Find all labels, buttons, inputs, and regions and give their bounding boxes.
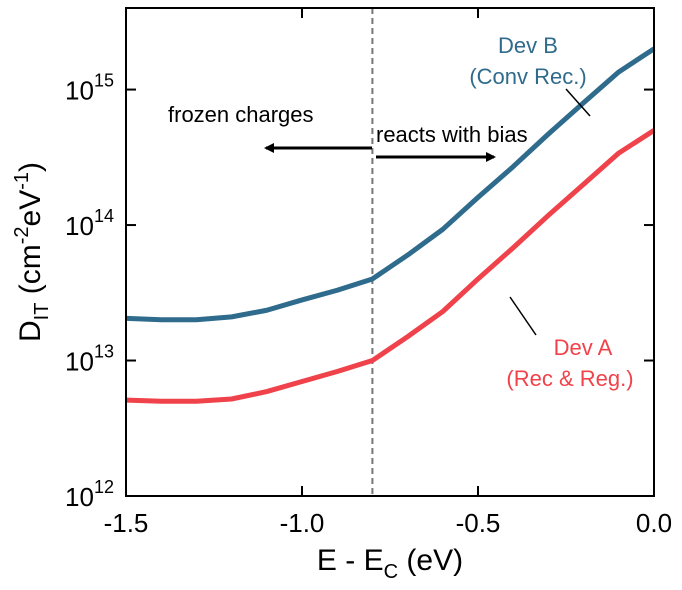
- annotation: reacts with bias: [376, 122, 528, 147]
- y-tick-exponent: 13: [94, 342, 114, 362]
- y-tick-base: 10: [65, 76, 94, 106]
- y-axis-label: DIT (cm-2eV-1): [11, 162, 53, 342]
- plot-frame: [125, 7, 655, 497]
- y-tick-label: 1013: [65, 342, 114, 377]
- x-tick-label: -1.5: [104, 508, 149, 538]
- y-tick-base: 10: [65, 482, 94, 512]
- y-tick-base: 10: [65, 211, 94, 241]
- series-line: [125, 46, 656, 323]
- x-label-sub: C: [384, 561, 398, 583]
- x-tick-label: -0.5: [456, 508, 501, 538]
- y-tick-label: 1015: [65, 71, 114, 106]
- y-tick-exponent: 15: [94, 71, 114, 91]
- y-label-part: eV: [14, 190, 47, 227]
- y-tick-label: 1014: [65, 206, 114, 241]
- y-tick-base: 10: [65, 347, 94, 377]
- y-tick-exponent: 12: [94, 477, 114, 497]
- x-label-part: E - E: [317, 544, 384, 577]
- y-label-sub: IT: [31, 303, 53, 321]
- y-label-part: ): [14, 162, 47, 172]
- y-label-sup: -2: [11, 226, 33, 244]
- y-label-part: (cm: [14, 244, 47, 302]
- x-label-part: (eV): [398, 544, 463, 577]
- series-note: (Rec & Reg.): [506, 366, 633, 391]
- y-label-part: D: [14, 320, 47, 342]
- series-label: Dev A: [554, 335, 613, 360]
- y-tick-label: 1012: [65, 477, 114, 512]
- series-line: [125, 128, 656, 404]
- x-axis-label: E - EC (eV): [317, 544, 463, 583]
- series-label: Dev B: [498, 33, 558, 58]
- y-label-sup: -1: [11, 172, 33, 190]
- x-tick-label: -1.0: [280, 508, 325, 538]
- annotation: frozen charges: [168, 102, 314, 127]
- leader-line: [509, 296, 537, 336]
- y-tick-exponent: 14: [94, 206, 114, 226]
- series-note: (Conv Rec.): [469, 64, 586, 89]
- leader-line: [565, 88, 591, 117]
- x-tick-label: 0.0: [636, 508, 672, 538]
